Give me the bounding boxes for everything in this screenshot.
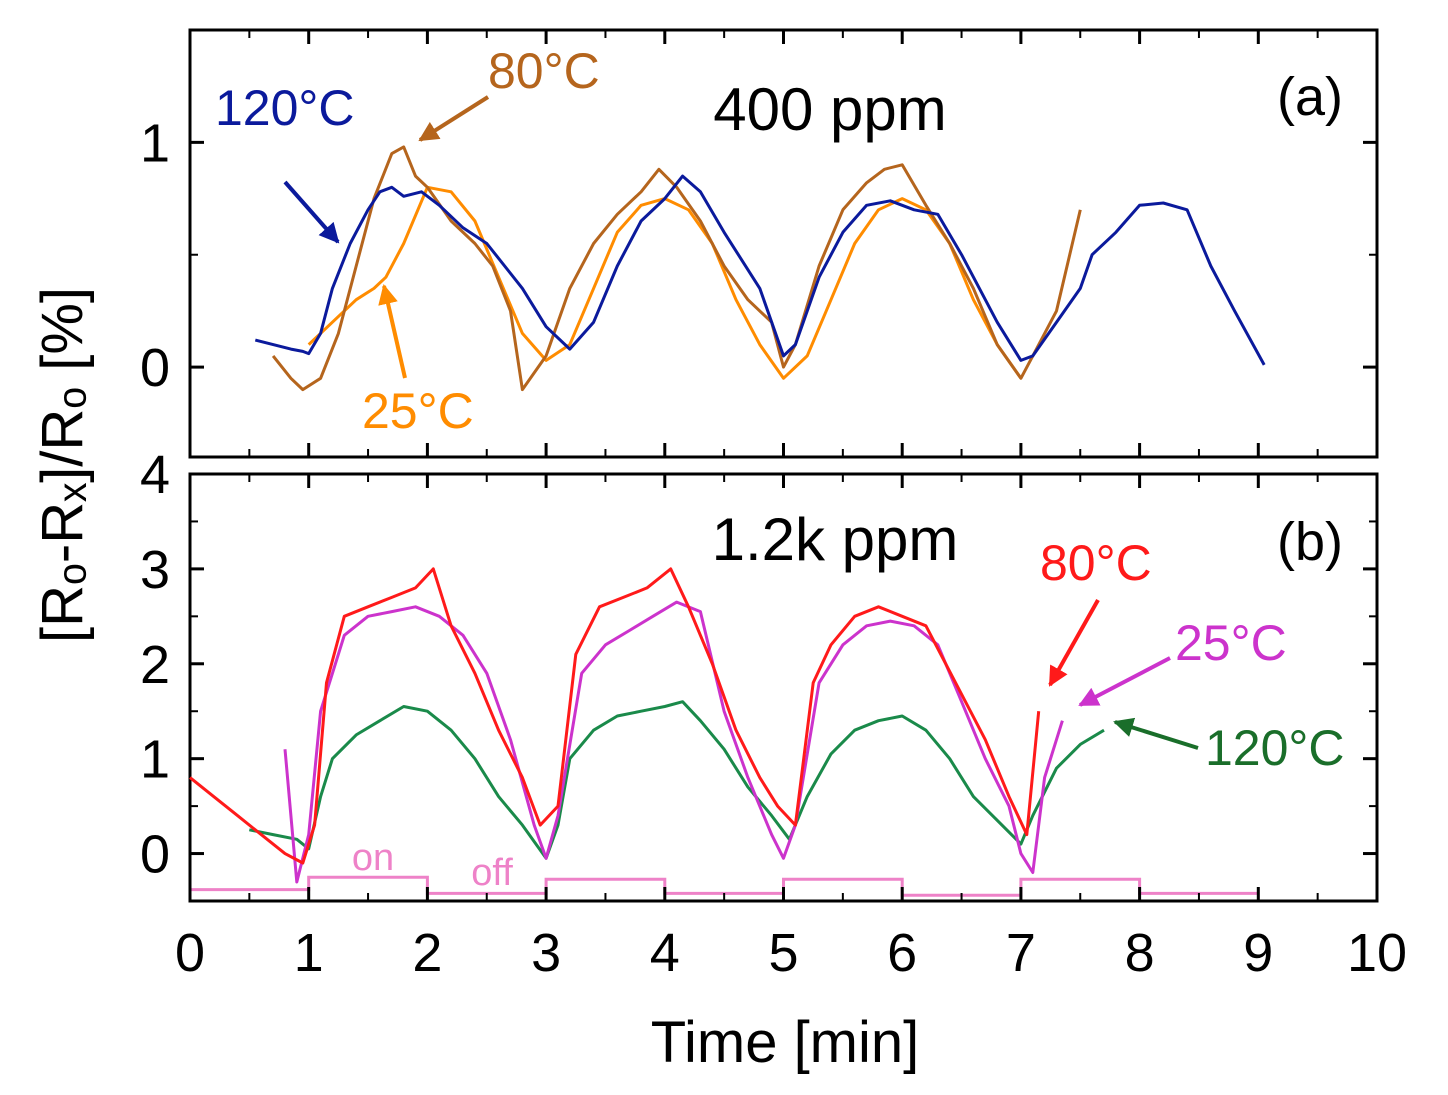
annotation-120c-b: 120°C [1205, 720, 1345, 776]
panel-a-y-ticks: 01 [140, 29, 1377, 398]
arrow-80c-a [418, 95, 490, 142]
series-line-25c-panel-a [307, 185, 1023, 380]
x-tick-label: 3 [531, 923, 561, 983]
series-line-120c-panel-a [254, 174, 1266, 366]
y-tick-label: 4 [140, 445, 170, 505]
gas-on-off-line [190, 875, 1259, 897]
annotation-80c-a: 80°C [488, 43, 600, 99]
x-tick-label: 0 [175, 923, 205, 983]
x-tick-label: 7 [1006, 923, 1036, 983]
x-tick-label: 2 [412, 923, 442, 983]
annotation-25c-b: 25°C [1175, 615, 1287, 671]
arrow-25c-b [1078, 656, 1171, 707]
x-tick-label: 5 [768, 923, 798, 983]
panel-b-series [189, 567, 1259, 897]
panel-a-tag: (a) [1277, 67, 1343, 127]
panel-a: 01 400 ppm (a) 120°C 80°C 25°C [140, 28, 1379, 459]
y-tick-label: 2 [140, 635, 170, 695]
series-line-80c-panel-b [189, 567, 1041, 865]
series-line-120c-panel-b [249, 700, 1105, 860]
panel-a-x-ticks [188, 30, 1379, 457]
panel-b: 0 1 2 3 4 0 1 2 3 4 5 6 7 8 9 10 1.2k ppm (b) on off 8… [140, 445, 1407, 983]
x-tick-label: 4 [650, 923, 680, 983]
y-tick-label: 1 [140, 730, 170, 790]
y-tick-label: 0 [140, 338, 170, 398]
x-tick-label: 10 [1347, 923, 1407, 983]
panel-b-tag: (b) [1277, 512, 1343, 572]
panel-b-x-ticks: 0 1 2 3 4 5 6 7 8 9 10 [175, 474, 1407, 983]
panel-b-title: 1.2k ppm [712, 506, 959, 573]
x-tick-label: 8 [1125, 923, 1155, 983]
y-tick-label: 1 [140, 113, 170, 173]
panel-a-series [254, 145, 1266, 392]
arrow-80c-b [1048, 599, 1100, 687]
label-on: on [352, 837, 394, 879]
x-axis-title: Time [min] [651, 1010, 920, 1075]
label-off: off [471, 852, 513, 894]
arrow-25c-a [378, 284, 407, 379]
annotation-25c-a: 25°C [362, 383, 474, 439]
series-line-25c-panel-b [283, 600, 1064, 884]
x-tick-label: 9 [1243, 923, 1273, 983]
x-tick-label: 6 [887, 923, 917, 983]
arrow-120c-b [1113, 717, 1199, 750]
x-tick-label: 1 [294, 923, 324, 983]
arrow-120c-a [283, 180, 340, 244]
panel-b-y-ticks: 0 1 2 3 4 [140, 445, 1377, 902]
y-tick-label: 0 [140, 825, 170, 885]
annotation-80c-b: 80°C [1040, 535, 1152, 591]
panel-a-title: 400 ppm [713, 76, 947, 143]
annotation-120c-a: 120°C [215, 80, 355, 136]
y-axis-title: [Rₒ-Rₓ]/Rₒ [%] [30, 287, 95, 643]
y-tick-label: 3 [140, 540, 170, 600]
